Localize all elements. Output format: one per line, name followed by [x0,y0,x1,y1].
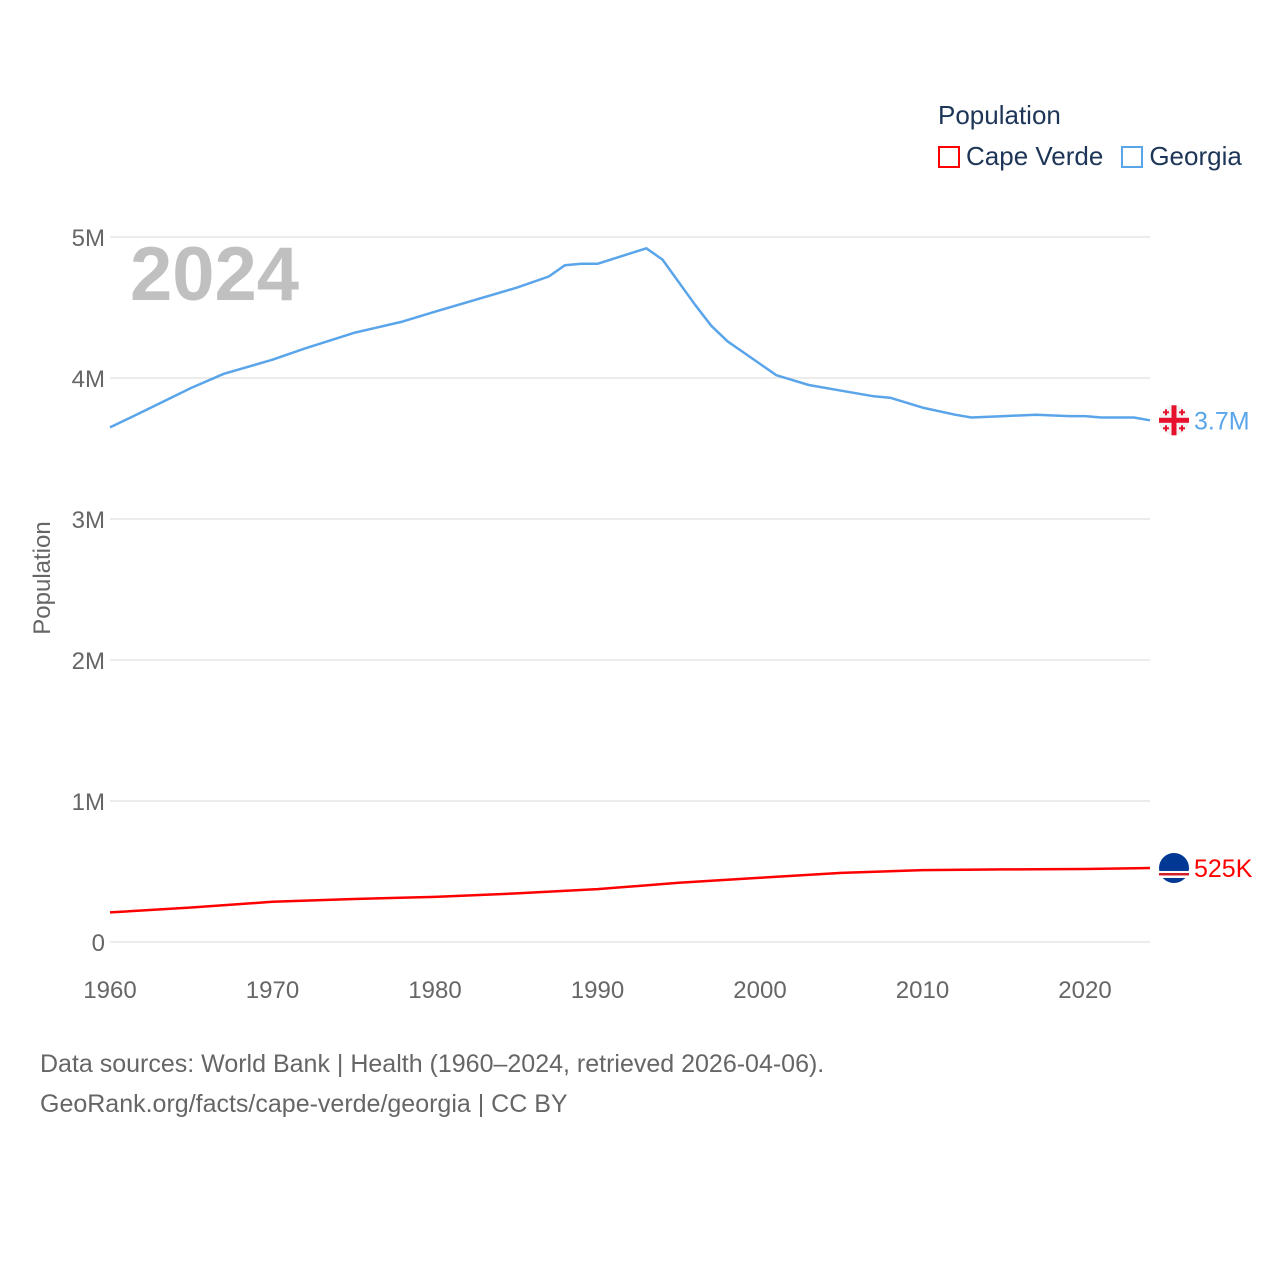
cape-verde-flag-icon [1159,852,1189,883]
georgia-swatch [1121,145,1144,168]
year-label: 2024 [130,232,299,317]
end-label-cape-verde: 525K [1194,855,1253,883]
source-note: Data sources: World Bank | Health (1960–… [40,1044,824,1124]
y-axis-label: Population [29,521,56,634]
legend: Population Cape Verde Georgia [938,100,1242,172]
x-tick-label: 1980 [408,977,461,1004]
y-tick-label: 1M [72,789,105,816]
x-tick-label: 2000 [733,977,786,1004]
x-tick-label: 2010 [896,977,949,1004]
x-tick-label: 1960 [83,977,136,1004]
source-link[interactable]: GeoRank.org/facts/cape-verde/georgia | C… [40,1090,568,1118]
source-line-1: Data sources: World Bank | Health (1960–… [40,1050,825,1078]
y-tick-label: 2M [72,648,105,675]
series-line-georgia [109,247,1151,429]
legend-label: Georgia [1149,141,1242,171]
x-tick-label: 2020 [1058,977,1111,1004]
y-tick-label: 5M [72,225,105,252]
legend-item-cape-verde[interactable]: Cape Verde [938,141,1103,172]
y-tick-label: 0 [92,930,105,957]
y-tick-label: 4M [72,366,105,393]
legend-label: Cape Verde [966,141,1104,171]
cape-verde-swatch [938,145,960,168]
x-tick-label: 1990 [571,977,624,1004]
series-line-cape-verde [109,866,1151,914]
legend-item-georgia[interactable]: Georgia [1121,141,1242,172]
end-label-georgia: 3.7M [1194,407,1250,435]
y-tick-label: 3M [72,507,105,534]
georgia-flag-icon [1159,405,1189,436]
x-tick-label: 1970 [246,977,299,1004]
legend-title: Population [938,100,1061,130]
